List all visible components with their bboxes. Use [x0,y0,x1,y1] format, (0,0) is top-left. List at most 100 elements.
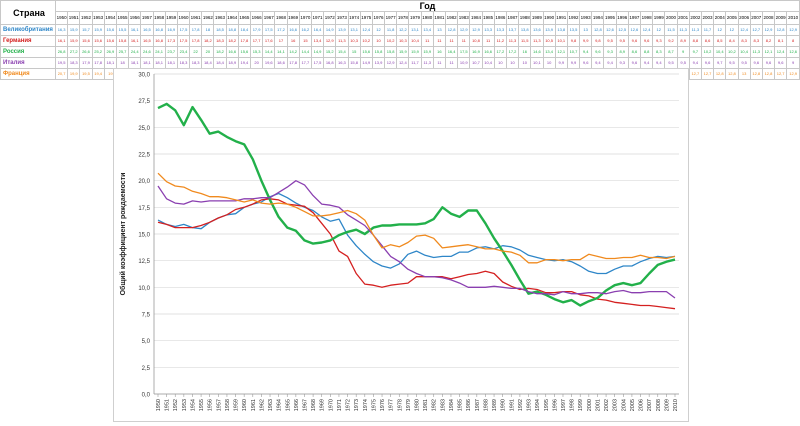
y-axis-label: Общий коэффициент рождаемости [119,173,127,296]
value-cell: 12,8 [591,24,605,36]
value-cell: 15,9 [408,46,422,58]
year-cell: 1954 [103,11,117,25]
x-tick-label: 1983 [440,399,446,411]
value-cell: 16,8 [152,24,166,36]
value-cell: 9,4 [688,57,702,69]
x-tick-label: 1958 [225,399,231,411]
value-cell: 15,8 [371,46,386,58]
value-cell: 14,2 [286,46,300,58]
year-cell: 1950 [54,11,69,25]
year-cell: 1980 [420,11,434,25]
value-cell: 10,3 [396,35,410,47]
year-cell: 1991 [554,11,568,25]
value-cell: 9,7 [688,46,702,58]
value-cell: 11,5 [518,35,532,47]
value-cell: 9,6 [749,57,763,69]
year-cell: 1960 [176,11,191,25]
value-cell: 15,5 [115,24,130,36]
x-tick-label: 1970 [328,399,334,411]
value-cell: 10 [518,57,532,69]
value-cell: 22 [189,46,203,58]
value-cell: 10,4 [737,46,751,58]
value-cell: 15,3 [249,46,264,58]
value-cell: 10,9 [457,57,471,69]
value-cell: 17,5 [262,24,276,36]
value-cell: 11 [457,35,471,47]
value-cell: 17,2 [505,46,520,58]
value-cell: 18 [201,24,215,36]
value-cell: 14,1 [274,46,288,58]
year-cell: 1958 [152,11,166,25]
value-cell: 13,9 [371,57,386,69]
value-cell: 11,3 [749,46,763,58]
year-cell: 2010 [786,11,800,25]
table-row: Россия 26,8 27,2 26,6 25,2 26,9 25,7 24,4 24,6 24… [0,46,800,58]
value-cell: 11,3 [505,35,520,47]
y-tick-label: 5,0 [142,339,151,345]
x-tick-label: 1971 [337,399,343,411]
value-cell: 8,3 [737,35,751,47]
value-cell: 9,7 [713,57,727,69]
year-cell: 1963 [213,11,227,25]
value-cell: 12 [725,24,739,36]
x-tick-label: 1951 [165,399,171,411]
x-tick-label: 1997 [561,399,567,411]
year-cell: 1985 [481,11,495,25]
value-cell: 25,2 [91,46,105,58]
value-cell: 10,1 [530,57,544,69]
value-cell: 15,9 [67,24,81,36]
value-cell: 18,4 [201,57,215,69]
value-cell: 12 [652,24,666,36]
value-cell: 18,9 [225,57,239,69]
value-cell: 9,5 [737,57,751,69]
value-cell: 17,8 [189,24,203,36]
value-cell: 8,7 [664,46,678,58]
value-cell: 16,1 [128,24,142,36]
year-cell: 2005 [725,11,739,25]
value-cell: 10,8 [469,35,483,47]
value-cell: 12,8 [713,68,727,80]
value-cell: 9,6 [591,46,605,58]
value-cell: 23,4 [176,46,191,58]
year-cell: 1975 [359,11,373,25]
value-cell: 12,9 [469,24,483,36]
year-cell: 1983 [457,11,471,25]
value-cell: 15,7 [79,24,93,36]
value-cell: 8,3 [652,46,666,58]
y-tick-label: 0,0 [142,393,151,399]
value-cell: 13,8 [554,24,568,36]
value-cell: 8 [786,35,800,47]
value-cell: 17,9 [249,24,264,36]
value-cell: 13,1 [347,24,361,36]
value-cell: 9,4 [652,57,666,69]
value-cell: 9,5 [725,57,739,69]
value-cell: 10,4 [408,35,422,47]
x-tick-label: 1987 [475,399,481,411]
value-cell: 15,6 [91,35,105,47]
x-tick-label: 1998 [570,399,576,411]
x-tick-label: 1950 [156,399,162,411]
value-cell: 9,6 [774,57,788,69]
value-cell: 18,3 [189,57,203,69]
x-tick-label: 1976 [380,399,386,411]
value-cell: 8,2 [761,35,776,47]
chart-panel: 0,0 2,5 5,0 7,5 10,0 12,5 15,0 17,5 20,0 22,5 25,0… [113,68,689,422]
value-cell: 19,4 [237,57,252,69]
value-cell: 12,7 [749,24,763,36]
value-cell: 12,8 [749,68,763,80]
value-cell: 15,6 [359,46,373,58]
value-cell: 19,5 [54,57,69,69]
value-cell: 17,8 [189,35,203,47]
value-cell: 16,9 [164,24,178,36]
table-row: Германия 16,1 15,9 15,6 15,6 15,6 15,8 16,1 16,5… [0,35,800,47]
x-tick-label: 1982 [432,399,438,411]
year-cell: 1973 [335,11,349,25]
year-cell: 1978 [396,11,410,25]
value-cell: 17,5 [176,24,191,36]
value-cell: 13,9 [335,24,349,36]
value-cell: 11,3 [676,24,690,36]
year-cell: 1972 [323,11,337,25]
year-cell: 2001 [676,11,690,25]
value-cell: 16,5 [140,24,154,36]
value-cell: 9,5 [664,57,678,69]
